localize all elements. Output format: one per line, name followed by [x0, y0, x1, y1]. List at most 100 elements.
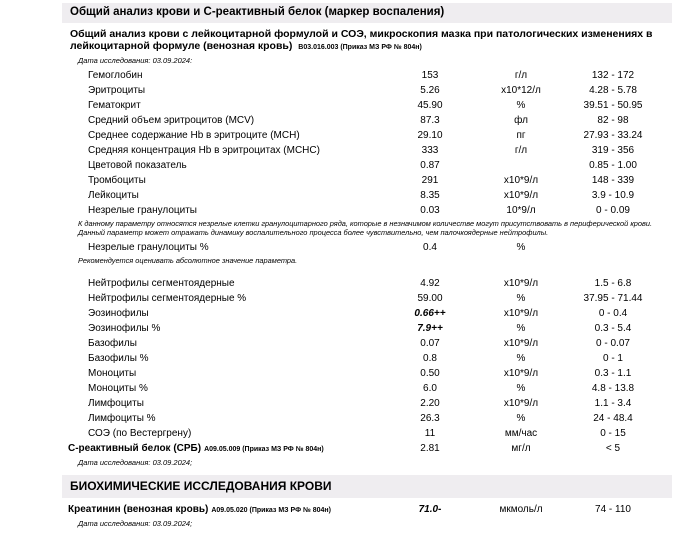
table-row: Базофилы 0.07 x10*9/л 0 - 0.07: [62, 336, 672, 351]
param-range: 24 - 48.4: [593, 413, 633, 425]
param-unit: x10*12/л: [501, 85, 541, 96]
table-row: Эозинофилы 0.66++ x10*9/л 0 - 0.4: [62, 306, 672, 321]
param-range: 74 - 110: [595, 504, 631, 516]
param-value: 0.66++: [414, 308, 446, 320]
param-value: 2.81: [420, 443, 440, 455]
param-value: 4.92: [420, 278, 440, 290]
param-unit: x10*9/л: [503, 398, 539, 410]
table-row: Эозинофилы % 7.9++% 0.3 - 5.4: [62, 321, 672, 336]
param-unit: мкмоль/л: [499, 504, 543, 516]
param-unit: x10*9/л: [503, 175, 539, 186]
test-code: A09.05.009 (Приказ МЗ РФ № 804н): [204, 446, 324, 454]
param-value: 59.00: [417, 293, 443, 305]
table-row: Гемоглобин 153 г/л 132 - 172: [62, 68, 672, 83]
param-name: Средний объем эритроцитов (MCV): [88, 115, 255, 126]
table-row: Тромбоциты 291 x10*9/л 148 - 339: [62, 173, 672, 188]
param-unit: %: [516, 293, 526, 305]
param-range: 0.85 - 1.00: [589, 160, 637, 171]
param-name: Незрелые гранулоциты %: [88, 241, 209, 253]
table-row: Моноциты 0.50 x10*9/л 0.3 - 1.1: [62, 366, 672, 381]
param-value: 7.9++: [417, 323, 443, 335]
param-range: 0 - 0.4: [598, 308, 628, 320]
param-range: 82 - 98: [597, 115, 629, 126]
cbc-results-table: Гемоглобин 153 г/л 132 - 172 Эритроциты 5.26 x…: [62, 68, 672, 456]
param-unit: г/л: [514, 145, 528, 156]
param-name: Креатинин (венозная кровь) A09.05.020 (Пр…: [68, 504, 331, 516]
param-unit: %: [516, 383, 526, 395]
param-unit: мг/л: [511, 443, 531, 455]
param-unit: %: [516, 100, 526, 111]
param-range: 4.8 - 13.8: [591, 383, 635, 395]
table-row: Цветовой показатель 0.87 0.85 - 1.00: [62, 158, 672, 173]
param-note: К данному параметру относятся незрелые к…: [78, 219, 653, 237]
param-name: Эозинофилы: [88, 308, 149, 320]
param-name: Гематокрит: [88, 100, 141, 111]
param-range: 0.3 - 1.1: [594, 368, 632, 380]
param-name: Лимфоциты: [88, 398, 144, 410]
table-row: Нейтрофилы сегментоядерные % 59.00% 37.95 …: [62, 291, 672, 306]
param-unit: %: [516, 241, 526, 253]
param-value: 0.4: [423, 241, 437, 253]
param-value: 29.10: [417, 130, 443, 141]
param-unit: x10*9/л: [503, 368, 539, 380]
cbc-test-heading: Общий анализ крови с лейкоцитарной форму…: [70, 28, 664, 54]
table-row: СОЭ (по Вестергрену) 11 мм/час 0 - 15: [62, 426, 672, 441]
param-name: Средняя концентрация Hb в эритроцитах (M…: [88, 145, 320, 156]
param-name: СОЭ (по Вестергрену): [88, 428, 192, 440]
param-unit: мм/час: [504, 428, 538, 440]
param-range: 319 - 356: [591, 145, 635, 156]
table-row: Незрелые гранулоциты 0.03 10*9/л 0 - 0.09: [62, 203, 672, 218]
param-value: 5.26: [420, 85, 440, 96]
param-value: 0.50: [420, 368, 440, 380]
table-row: Лейкоциты 8.35 x10*9/л 3.9 - 10.9: [62, 188, 672, 203]
param-range: 3.9 - 10.9: [591, 190, 635, 201]
param-value: 333: [421, 145, 439, 156]
param-unit: пг: [516, 130, 526, 141]
param-name: Эритроциты: [88, 85, 146, 96]
param-range: 0 - 0.07: [596, 338, 630, 350]
param-range: 0 - 0.09: [596, 205, 630, 216]
param-value: 0.07: [420, 338, 440, 350]
cbc-test-name: Общий анализ крови с лейкоцитарной форму…: [70, 28, 653, 52]
param-value: 0.03: [420, 205, 440, 216]
param-value: 8.35: [420, 190, 440, 201]
cbc-study-date: Дата исследования: 03.09.2024:: [78, 56, 193, 65]
param-value: 6.0: [423, 383, 437, 395]
param-unit: %: [516, 413, 526, 425]
table-row: С-реактивный белок (СРБ) A09.05.009 (Прик…: [62, 441, 672, 456]
param-name: Моноциты %: [88, 383, 148, 395]
param-value: 2.20: [420, 398, 440, 410]
param-range: < 5: [605, 443, 621, 455]
param-unit: x10*9/л: [503, 338, 539, 350]
table-row: Незрелые гранулоциты % 0.4%: [62, 240, 672, 255]
table-row: Гематокрит 45.90% 39.51 - 50.95: [62, 98, 672, 113]
param-unit: 10*9/л: [506, 205, 536, 216]
param-name: Нейтрофилы сегментоядерные: [88, 278, 235, 290]
param-name: Базофилы: [88, 338, 137, 350]
biochem-study-date: Дата исследования: 03.09.2024;: [78, 519, 193, 529]
param-range: 1.5 - 6.8: [594, 278, 632, 290]
param-name: Цветовой показатель: [88, 160, 187, 171]
table-row: Нейтрофилы сегментоядерные 4.92 x10*9/л 1.5…: [62, 276, 672, 291]
table-row: Моноциты % 6.0% 4.8 - 13.8: [62, 381, 672, 396]
table-row: Средняя концентрация Hb в эритроцитах (M…: [62, 143, 672, 158]
table-row: Лимфоциты 2.20 x10*9/л 1.1 - 3.4: [62, 396, 672, 411]
param-range: 27.93 - 33.24: [583, 130, 643, 141]
table-row: Лимфоциты % 26.3% 24 - 48.4: [62, 411, 672, 426]
cbc-test-code: B03.016.003 (Приказ МЗ РФ № 804н): [298, 44, 422, 51]
spacer: [62, 267, 672, 276]
param-range: 0 - 15: [600, 428, 626, 440]
table-row: Базофилы % 0.8% 0 - 1: [62, 351, 672, 366]
param-range: 148 - 339: [591, 175, 635, 186]
table-row: Эритроциты 5.26 x10*12/л 4.28 - 5.78: [62, 83, 672, 98]
param-name: Тромбоциты: [88, 175, 146, 186]
param-value: 0.8: [423, 353, 437, 365]
test-code: A09.05.020 (Приказ МЗ РФ № 804н): [211, 507, 331, 515]
param-unit: x10*9/л: [503, 278, 539, 290]
param-name: Эозинофилы %: [88, 323, 161, 335]
table-row: Креатинин (венозная кровь) A09.05.020 (Пр…: [62, 502, 672, 517]
param-name: С-реактивный белок (СРБ) A09.05.009 (Прик…: [68, 443, 324, 455]
param-range: 0.3 - 5.4: [594, 323, 632, 335]
param-range: 0 - 1: [602, 353, 623, 365]
param-unit: фл: [514, 115, 528, 126]
